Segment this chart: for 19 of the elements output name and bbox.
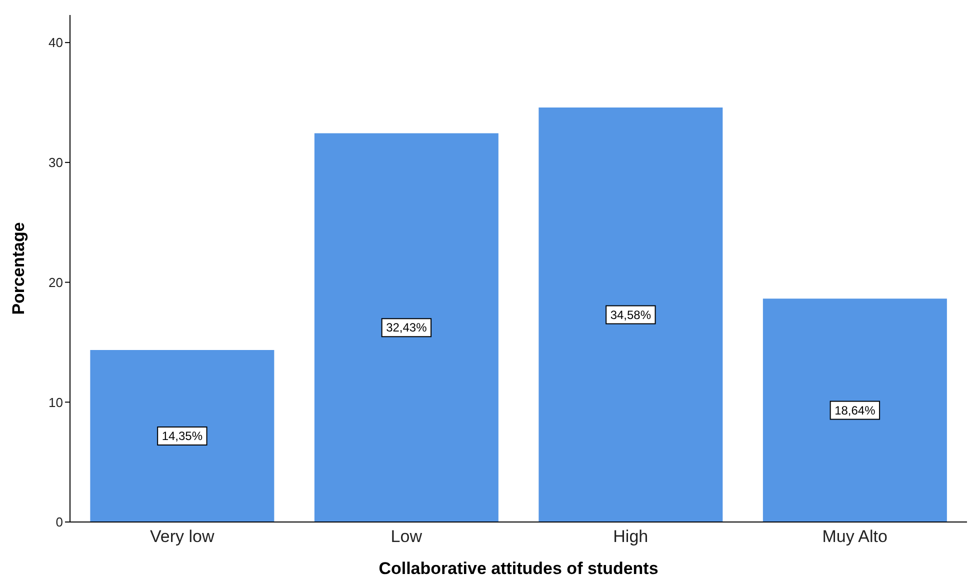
y-axis-title: Porcentage <box>9 222 28 315</box>
bar <box>314 133 498 522</box>
x-tick-label: Muy Alto <box>822 527 888 546</box>
y-tick-label: 40 <box>48 35 63 50</box>
x-tick-label: High <box>613 527 648 546</box>
x-tick-label: Low <box>390 527 423 546</box>
bar <box>538 108 723 522</box>
bar <box>90 350 274 522</box>
data-label: 32,43% <box>386 320 428 335</box>
y-tick-label: 30 <box>48 155 63 170</box>
data-label: 14,35% <box>162 429 203 443</box>
data-label: 18,64% <box>834 403 876 418</box>
bar <box>762 298 947 522</box>
x-tick-label: Very low <box>150 527 215 546</box>
data-label: 34,58% <box>610 308 652 322</box>
y-tick-label: 10 <box>48 394 63 410</box>
y-tick-label: 20 <box>48 274 63 290</box>
x-axis-title: Collaborative attitudes of students <box>378 559 658 578</box>
y-tick-label: 0 <box>56 514 63 530</box>
